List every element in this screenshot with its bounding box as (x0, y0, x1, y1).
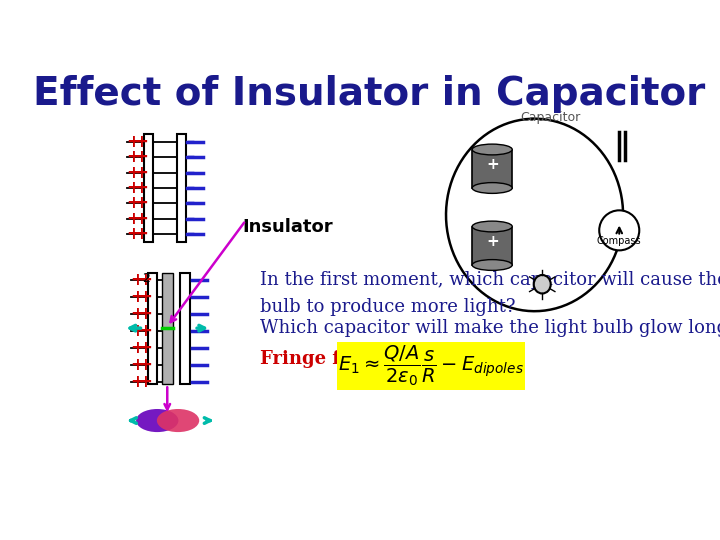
Bar (162, 273, 173, 384)
Text: +: + (127, 164, 140, 181)
Text: +: + (130, 322, 144, 340)
Text: –: – (186, 133, 194, 151)
Text: Fringe field:: Fringe field: (260, 350, 384, 368)
Bar (148, 273, 157, 384)
Ellipse shape (534, 275, 551, 294)
Text: +: + (138, 339, 152, 357)
Bar (144, 134, 153, 242)
Text: +: + (486, 157, 499, 172)
Text: +: + (130, 272, 144, 289)
Text: In the first moment, which capacitor will cause the
bulb to produce more light?: In the first moment, which capacitor wil… (260, 271, 720, 315)
Ellipse shape (472, 260, 512, 271)
Ellipse shape (136, 409, 179, 432)
Text: –: – (186, 225, 194, 243)
Text: +: + (486, 234, 499, 249)
Text: +: + (127, 179, 140, 197)
Text: +: + (127, 148, 140, 166)
Ellipse shape (157, 409, 199, 432)
Text: +: + (130, 373, 144, 391)
Text: Compass: Compass (597, 236, 642, 246)
Text: Effect of Insulator in Capacitor: Effect of Insulator in Capacitor (33, 75, 705, 113)
Text: +: + (138, 322, 152, 340)
Bar (472, 226, 512, 265)
Bar (176, 134, 186, 242)
Text: +: + (134, 225, 148, 243)
Text: +: + (134, 210, 148, 228)
Text: +: + (127, 225, 140, 243)
Text: +: + (127, 133, 140, 151)
Text: +: + (130, 288, 144, 306)
Text: $E_1 \approx \dfrac{Q/A}{2\varepsilon_0}\dfrac{s}{R} - E_{dipoles}$: $E_1 \approx \dfrac{Q/A}{2\varepsilon_0}… (338, 343, 523, 388)
Bar (180, 273, 189, 384)
Text: –: – (186, 210, 194, 228)
Text: Insulator: Insulator (242, 218, 333, 235)
Ellipse shape (472, 183, 512, 193)
Text: +: + (130, 339, 144, 357)
Text: +: + (138, 288, 152, 306)
Text: +: + (130, 356, 144, 374)
Text: Which capacitor will make the light bulb glow longer?: Which capacitor will make the light bulb… (260, 319, 720, 337)
Text: –: – (186, 194, 194, 212)
Bar (472, 150, 512, 188)
Text: +: + (138, 356, 152, 374)
Ellipse shape (472, 144, 512, 155)
Text: +: + (134, 148, 148, 166)
Text: +: + (138, 272, 152, 289)
Text: –: – (186, 179, 194, 197)
Text: +: + (127, 210, 140, 228)
Text: –: – (186, 164, 194, 181)
Text: +: + (127, 194, 140, 212)
Text: +: + (134, 194, 148, 212)
Text: +: + (138, 373, 152, 391)
Text: +: + (134, 179, 148, 197)
Text: +: + (138, 305, 152, 323)
Text: +: + (130, 305, 144, 323)
FancyBboxPatch shape (337, 342, 525, 390)
Ellipse shape (599, 211, 639, 251)
Text: 2: 2 (143, 272, 150, 285)
Text: Capacitor: Capacitor (520, 111, 580, 124)
Text: +: + (134, 133, 148, 151)
Ellipse shape (472, 221, 512, 232)
Text: +: + (134, 164, 148, 181)
Text: –: – (186, 148, 194, 166)
